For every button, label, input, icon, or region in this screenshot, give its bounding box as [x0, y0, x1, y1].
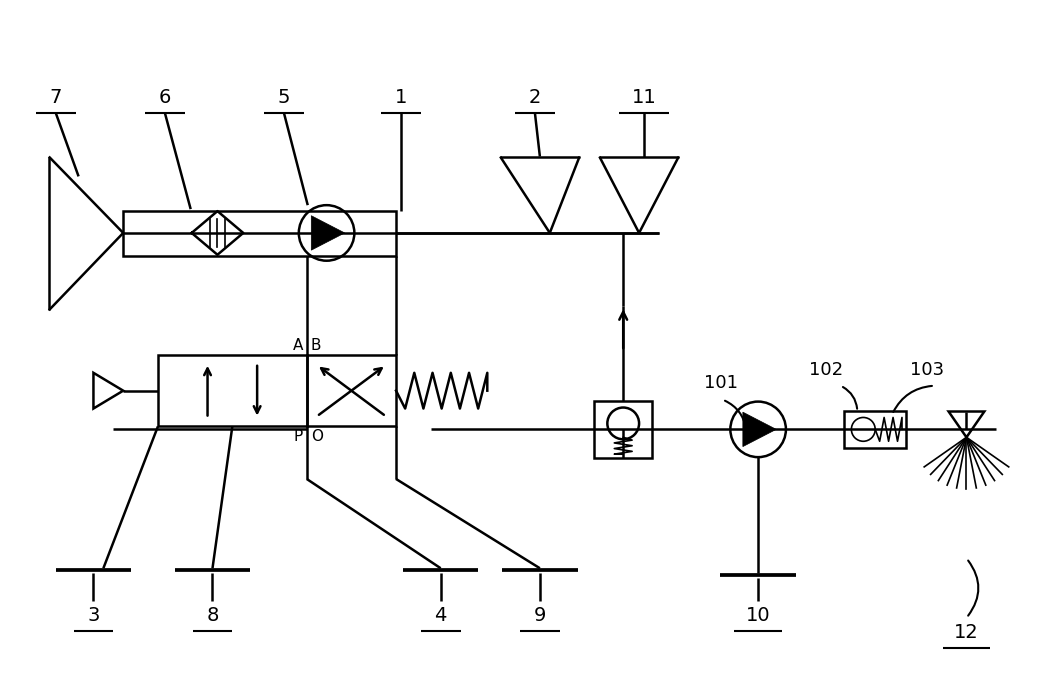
Polygon shape: [743, 412, 776, 447]
Text: 1: 1: [394, 88, 407, 106]
Text: 4: 4: [434, 606, 447, 625]
Text: P: P: [294, 429, 303, 444]
FancyArrowPatch shape: [894, 386, 932, 412]
Text: 103: 103: [909, 360, 944, 379]
Text: 2: 2: [529, 88, 541, 106]
Bar: [306, 355, 397, 426]
Polygon shape: [312, 216, 345, 250]
Text: 9: 9: [534, 606, 547, 625]
Text: B: B: [311, 337, 321, 353]
Bar: [123, 211, 397, 256]
Text: 6: 6: [158, 88, 171, 106]
Text: 101: 101: [705, 374, 738, 392]
Text: 5: 5: [278, 88, 291, 106]
Text: 12: 12: [955, 623, 979, 642]
Text: 7: 7: [49, 88, 62, 106]
Text: 11: 11: [631, 88, 657, 106]
FancyArrowPatch shape: [725, 400, 746, 428]
Bar: [158, 355, 306, 426]
Text: 102: 102: [809, 360, 842, 379]
Text: A: A: [293, 337, 303, 353]
FancyArrowPatch shape: [843, 387, 857, 409]
Bar: [595, 400, 652, 458]
Text: 10: 10: [746, 606, 770, 625]
FancyArrowPatch shape: [968, 561, 979, 616]
Text: 8: 8: [207, 606, 218, 625]
Text: O: O: [311, 429, 323, 444]
Text: 3: 3: [87, 606, 100, 625]
Bar: [844, 410, 906, 448]
